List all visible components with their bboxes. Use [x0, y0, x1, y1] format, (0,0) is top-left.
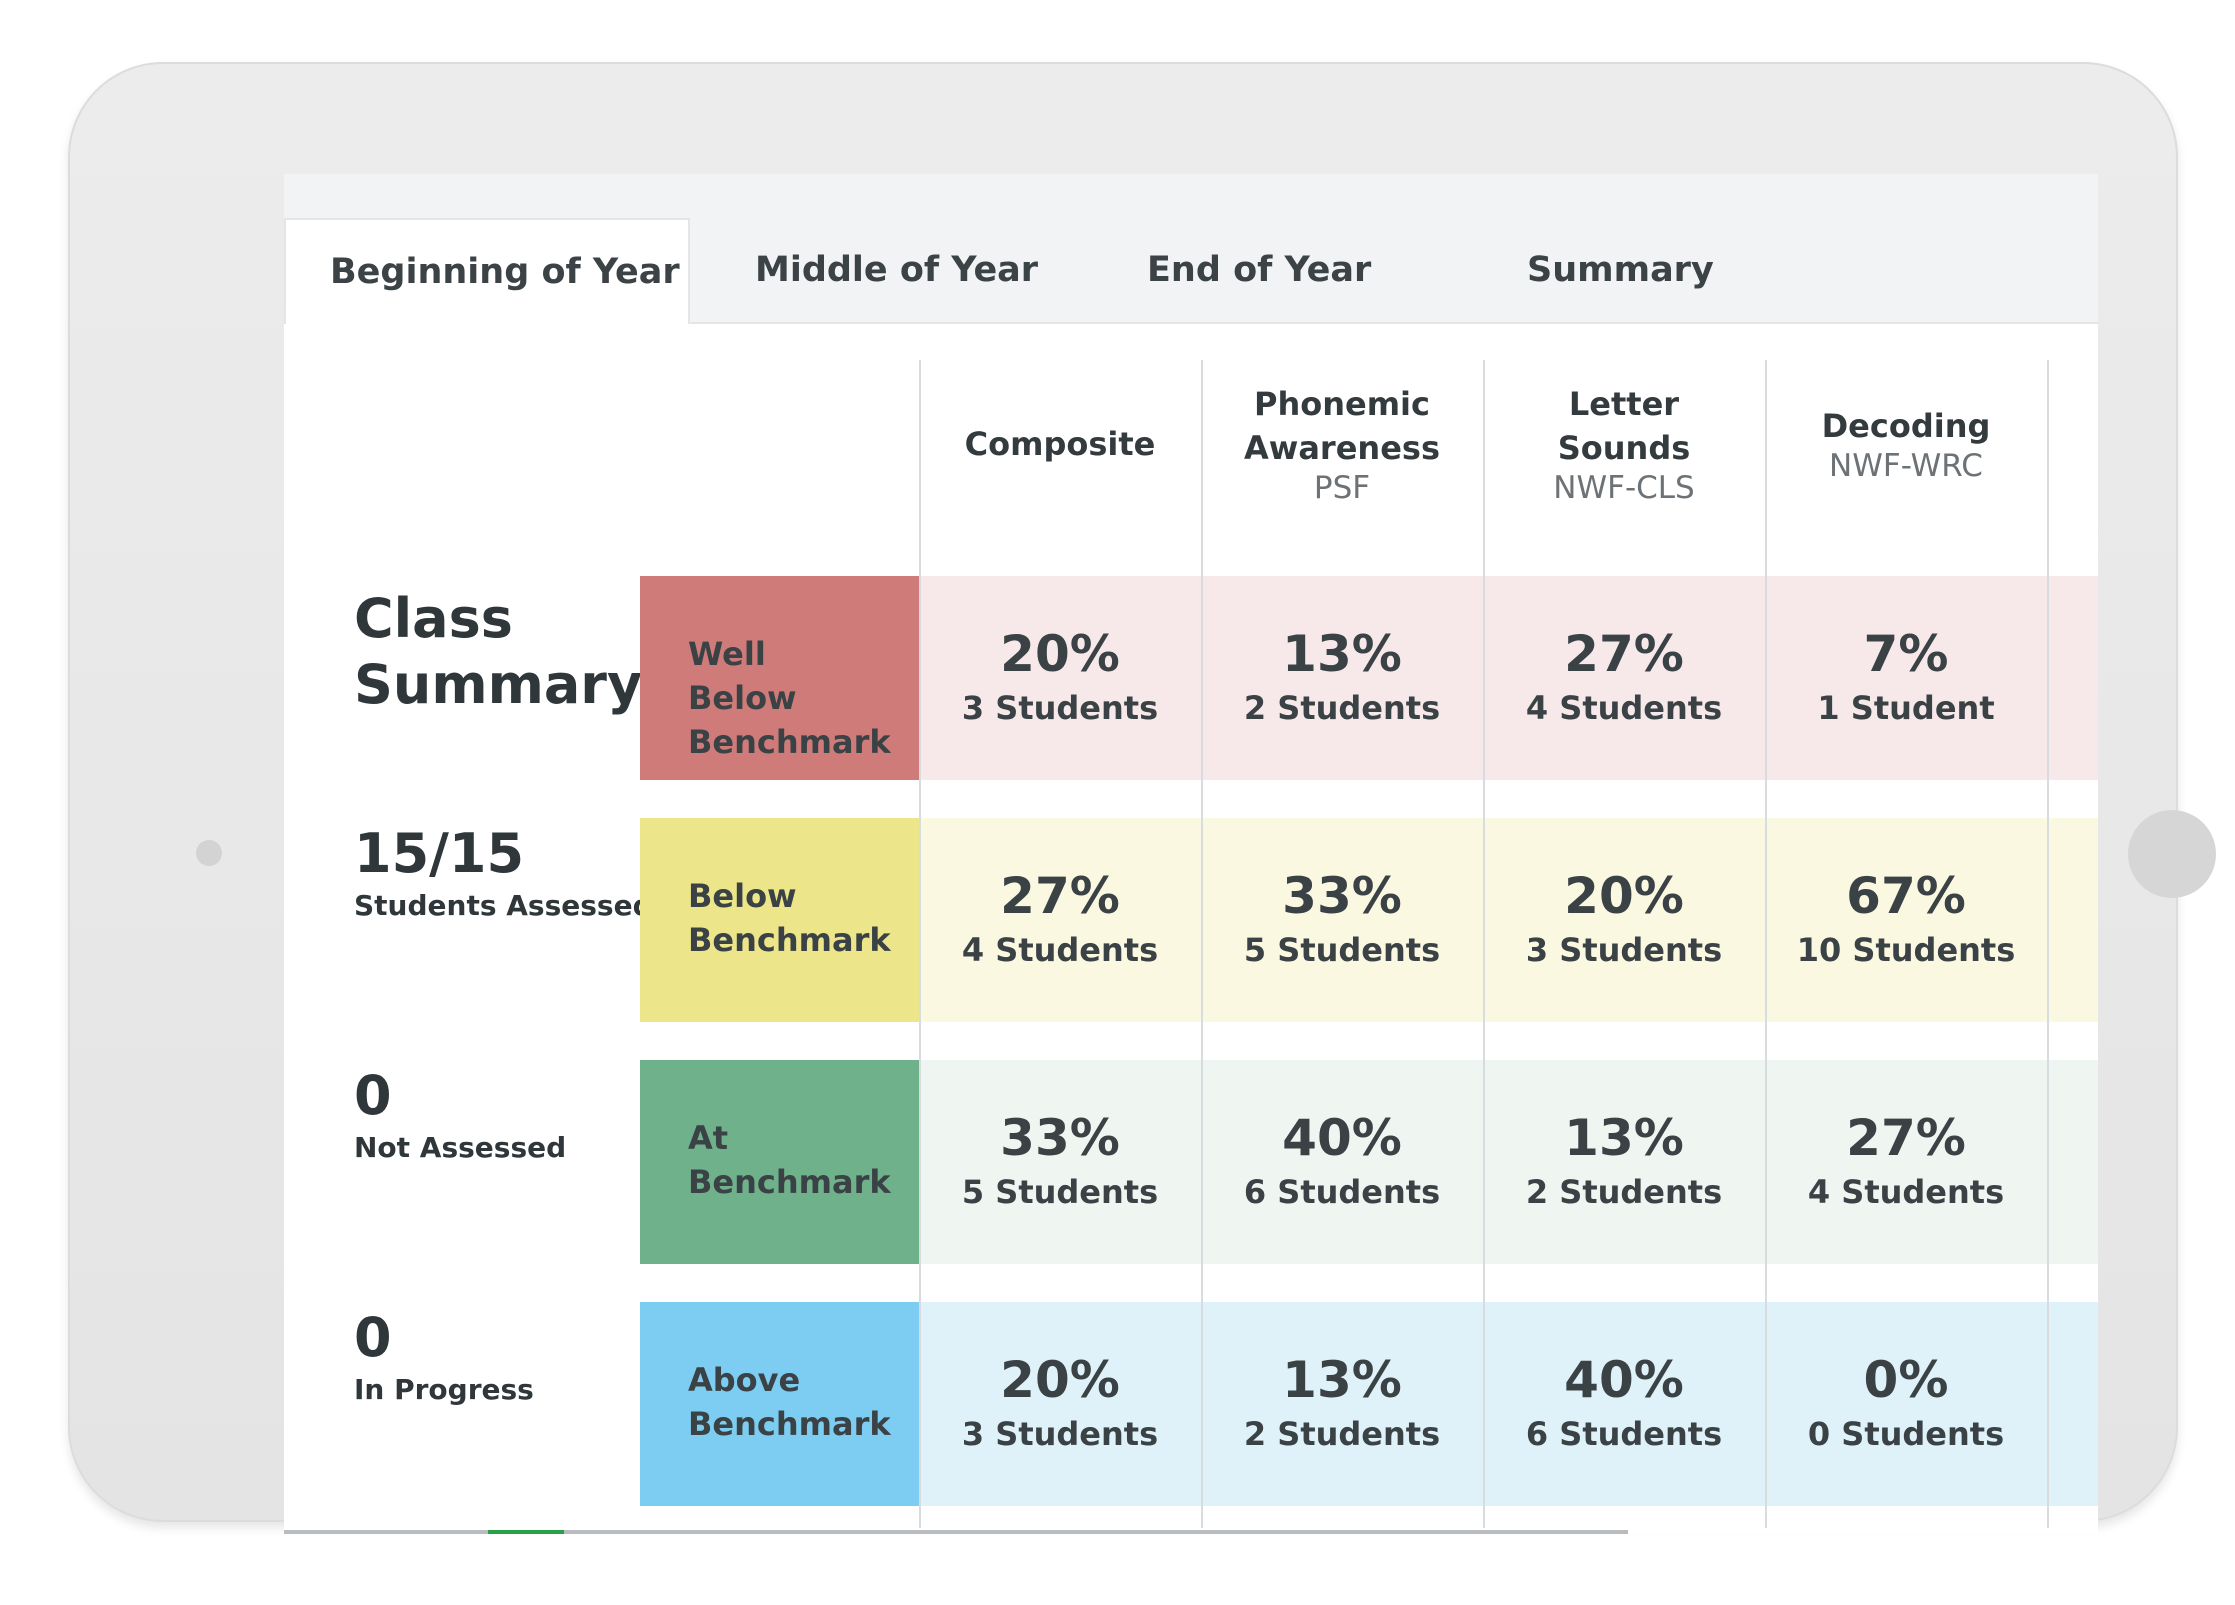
camera-dot	[196, 840, 222, 866]
score-cell[interactable]: 27% 4 Students	[1766, 1060, 2046, 1264]
score-cell[interactable]: 40% 6 Students	[1484, 1302, 1764, 1506]
cell-count: 6 Students	[1525, 1415, 1723, 1453]
row-below-benchmark: Below Benchmark 27% 4 Students 33% 5 Stude…	[640, 818, 2098, 1022]
row-at-benchmark: At Benchmark 33% 5 Students 40% 6 Students…	[640, 1060, 2098, 1264]
cell-count: 10 Students	[1796, 931, 2016, 969]
score-cell[interactable]: 40% 6 Students	[1202, 1060, 1482, 1264]
stat-label: In Progress	[354, 1373, 534, 1406]
cell-percent: 13%	[1282, 625, 1402, 683]
stat-students-assessed: 15/15 Students Assessed	[354, 822, 653, 926]
cell-percent: 33%	[1282, 867, 1402, 925]
cell-percent: 27%	[1846, 1109, 1966, 1167]
column-header-phonemic-awareness: Phonemic Awareness PSF	[1202, 354, 1482, 534]
score-cell[interactable]: 20% 3 Students	[1484, 818, 1764, 1022]
cell-count: 3 Students	[961, 689, 1159, 727]
score-cell[interactable]: 13% 2 Students	[1202, 576, 1482, 780]
cell-count: 4 Students	[1807, 1173, 2005, 1211]
score-cell[interactable]: 13% 2 Students	[1202, 1302, 1482, 1506]
category-label: Above Benchmark	[640, 1302, 920, 1506]
tab-beginning-of-year[interactable]: Beginning of Year	[284, 218, 690, 324]
cell-count: 5 Students	[1243, 931, 1441, 969]
cell-count: 2 Students	[1525, 1173, 1723, 1211]
score-cell[interactable]: 7% 1 Student	[1766, 576, 2046, 780]
cell-count: 4 Students	[1525, 689, 1723, 727]
cell-percent: 13%	[1564, 1109, 1684, 1167]
row-band	[920, 1060, 2098, 1264]
stat-value: 0	[354, 1306, 392, 1369]
cell-count: 4 Students	[961, 931, 1159, 969]
row-above-benchmark: Above Benchmark 20% 3 Students 13% 2 Stude…	[640, 1302, 2098, 1506]
column-abbr: NWF-WRC	[1829, 448, 1983, 484]
cell-count: 5 Students	[961, 1173, 1159, 1211]
score-cell[interactable]: 13% 2 Students	[1484, 1060, 1764, 1264]
column-divider	[2047, 360, 2049, 1528]
column-headers: Composite Phonemic Awareness PSF Letter …	[920, 354, 2098, 534]
score-cell[interactable]: 27% 4 Students	[920, 818, 1200, 1022]
horizontal-scrollbar[interactable]	[284, 1530, 1628, 1534]
column-name: Composite	[964, 425, 1156, 463]
home-button[interactable]	[2128, 810, 2216, 898]
cell-count: 2 Students	[1243, 1415, 1441, 1453]
column-header-composite: Composite	[920, 354, 1200, 534]
cell-percent: 40%	[1564, 1351, 1684, 1409]
stat-label: Not Assessed	[354, 1131, 567, 1164]
cell-percent: 27%	[1564, 625, 1684, 683]
tab-bar: Beginning of Year Middle of Year End of …	[284, 174, 2098, 324]
column-name: Letter Sounds	[1557, 385, 1691, 467]
cell-percent: 67%	[1846, 867, 1966, 925]
column-divider	[919, 360, 921, 1528]
cell-percent: 20%	[1000, 625, 1120, 683]
row-band	[920, 1302, 2098, 1506]
stat-in-progress: 0 In Progress	[354, 1306, 534, 1410]
column-name: Phonemic Awareness	[1244, 385, 1440, 467]
stat-not-assessed: 0 Not Assessed	[354, 1064, 566, 1168]
score-cell[interactable]: 33% 5 Students	[920, 1060, 1200, 1264]
category-label: Below Benchmark	[640, 818, 920, 1022]
cell-percent: 33%	[1000, 1109, 1120, 1167]
column-abbr: PSF	[1313, 470, 1371, 506]
category-label: Well Below Benchmark	[640, 576, 920, 780]
score-cell[interactable]: 33% 5 Students	[1202, 818, 1482, 1022]
column-header-decoding: Decoding NWF-WRC	[1766, 354, 2046, 534]
cell-count: 6 Students	[1243, 1173, 1441, 1211]
cell-percent: 20%	[1564, 867, 1684, 925]
cell-percent: 27%	[1000, 867, 1120, 925]
row-well-below-benchmark: Well Below Benchmark 20% 3 Students 13% 2 …	[640, 576, 2098, 780]
app-screen: Beginning of Year Middle of Year End of …	[284, 174, 2098, 1534]
cell-percent: 20%	[1000, 1351, 1120, 1409]
cell-count: 0 Students	[1807, 1415, 2005, 1453]
cell-count: 1 Student	[1817, 689, 1995, 727]
category-label: At Benchmark	[640, 1060, 920, 1264]
cell-percent: 0%	[1863, 1351, 1949, 1409]
scrollbar-thumb[interactable]	[488, 1530, 564, 1534]
cell-percent: 7%	[1863, 625, 1949, 683]
column-divider	[1201, 360, 1203, 1528]
row-band	[920, 576, 2098, 780]
tablet-frame: Beginning of Year Middle of Year End of …	[68, 62, 2216, 1534]
cell-percent: 13%	[1282, 1351, 1402, 1409]
tab-middle-of-year[interactable]: Middle of Year	[755, 250, 1039, 290]
column-abbr: NWF-CLS	[1553, 470, 1695, 506]
row-band	[920, 818, 2098, 1022]
cell-count: 3 Students	[1525, 931, 1723, 969]
stat-value: 15/15	[354, 822, 525, 885]
tab-end-of-year[interactable]: End of Year	[1147, 250, 1372, 290]
cell-count: 3 Students	[961, 1415, 1159, 1453]
score-cell[interactable]: 67% 10 Students	[1766, 818, 2046, 1022]
cell-count: 2 Students	[1243, 689, 1441, 727]
column-divider	[1483, 360, 1485, 1528]
score-cell[interactable]: 0% 0 Students	[1766, 1302, 2046, 1506]
column-header-letter-sounds: Letter Sounds NWF-CLS	[1484, 354, 1764, 534]
score-cell[interactable]: 20% 3 Students	[920, 1302, 1200, 1506]
tab-summary[interactable]: Summary	[1527, 250, 1714, 290]
stat-label: Students Assessed	[354, 889, 653, 922]
score-cell[interactable]: 20% 3 Students	[920, 576, 1200, 780]
class-summary-title: Class Summary	[354, 587, 643, 716]
column-name: Decoding	[1821, 407, 1991, 445]
cell-percent: 40%	[1282, 1109, 1402, 1167]
stat-value: 0	[354, 1064, 392, 1127]
column-divider	[1765, 360, 1767, 1528]
score-cell[interactable]: 27% 4 Students	[1484, 576, 1764, 780]
